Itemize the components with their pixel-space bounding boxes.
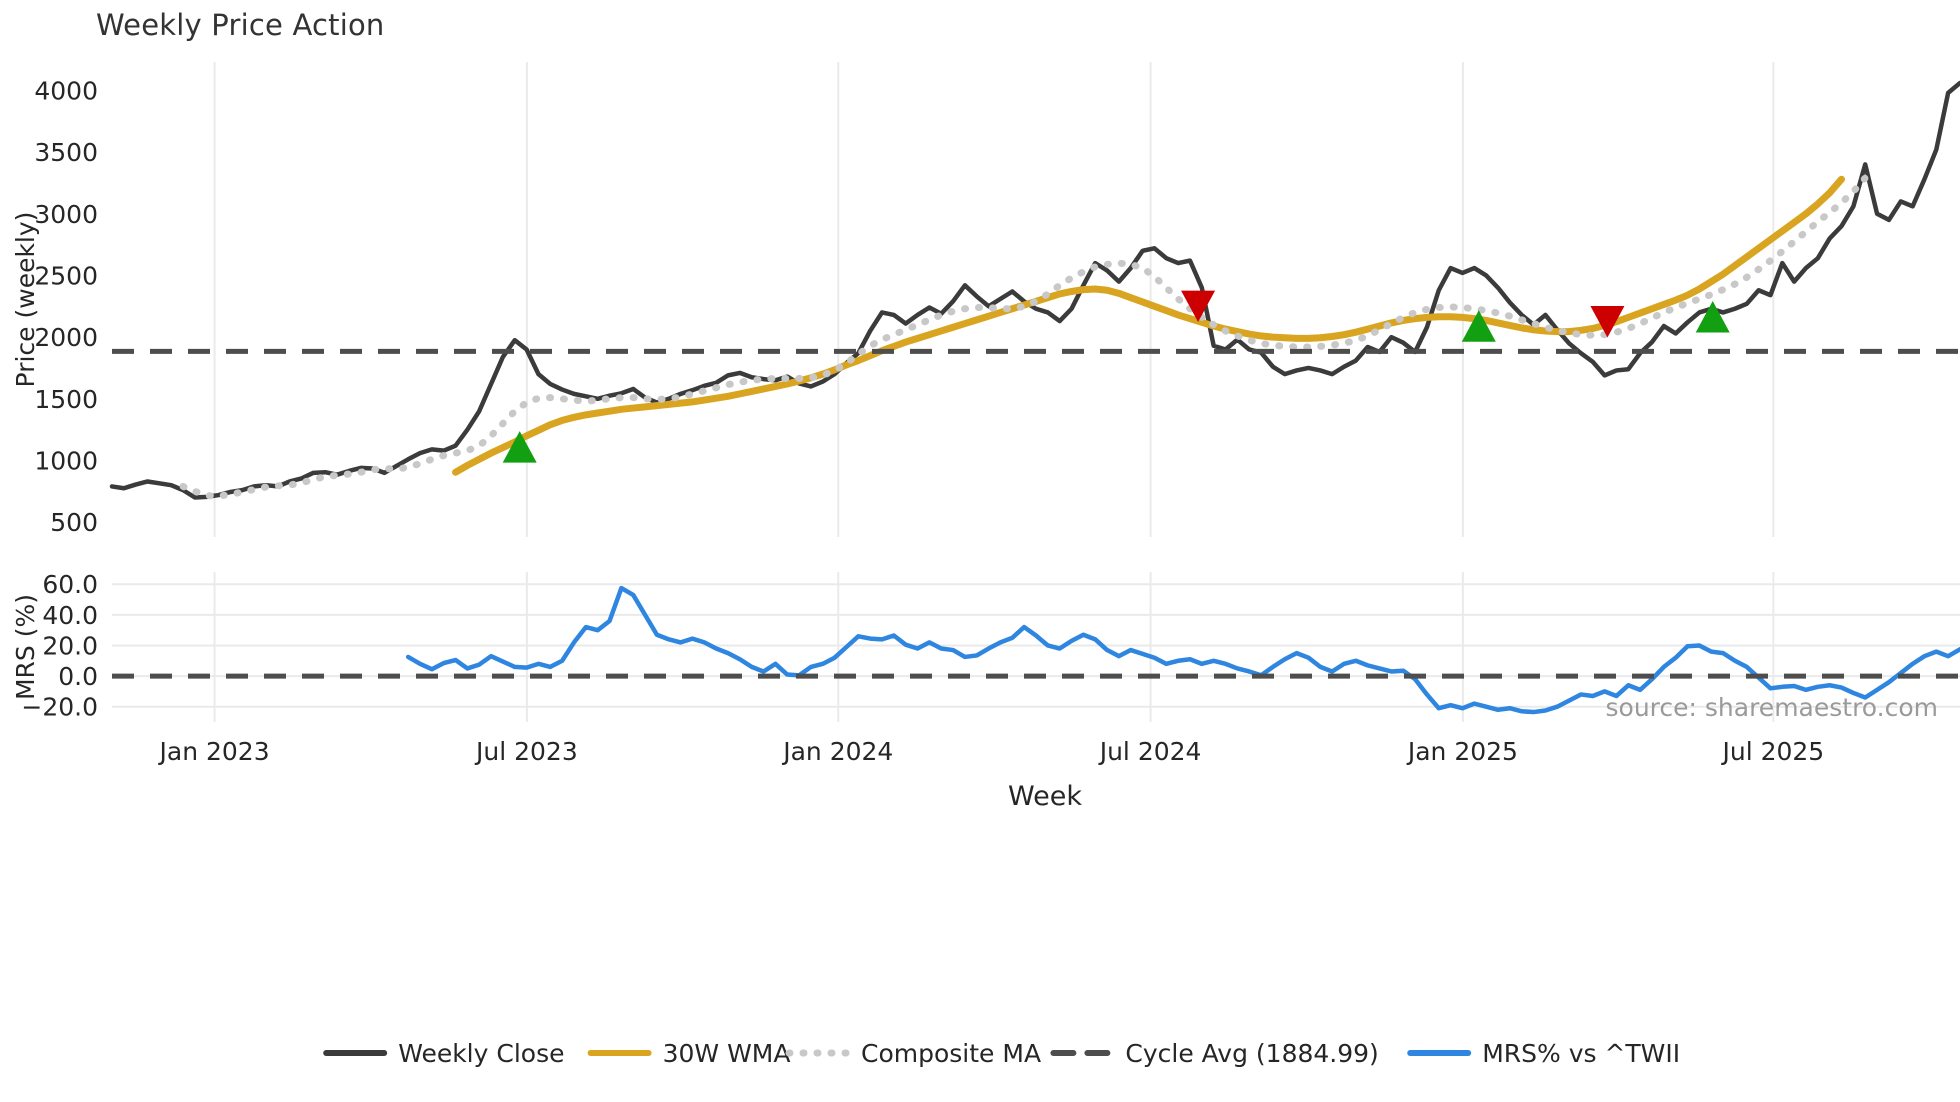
watermark-text: source: sharemaestro.com bbox=[1606, 693, 1939, 722]
xlabel: Week bbox=[1008, 781, 1082, 812]
legend-label[interactable]: Cycle Avg (1884.99) bbox=[1125, 1039, 1378, 1068]
xtick: Jul 2023 bbox=[474, 737, 578, 766]
sell-marker[interactable] bbox=[1181, 290, 1216, 323]
ytick-price: 2500 bbox=[34, 261, 98, 290]
legend-label[interactable]: Weekly Close bbox=[398, 1039, 564, 1068]
buy-marker[interactable] bbox=[502, 431, 537, 463]
axis-labels: 500 1000 1500 2000 2500 3000 3500 4000 −20.00.02… bbox=[11, 76, 1824, 812]
ylabel-price: Price (weekly) bbox=[11, 212, 40, 388]
xtick: Jul 2024 bbox=[1098, 737, 1202, 766]
signal-markers bbox=[502, 290, 1730, 463]
gridlines bbox=[112, 62, 1960, 722]
legend-label[interactable]: Composite MA bbox=[861, 1039, 1041, 1068]
buy-marker[interactable] bbox=[1461, 310, 1496, 342]
xtick: Jan 2023 bbox=[158, 737, 270, 766]
xtick: Jan 2024 bbox=[781, 737, 893, 766]
ytick-price: 500 bbox=[50, 508, 98, 537]
chart-legend[interactable]: Weekly Close 30W WMA Composite MA Cycle Avg… bbox=[323, 1039, 1680, 1068]
ytick-mrs: 40.0 bbox=[42, 601, 98, 630]
sell-marker[interactable] bbox=[1590, 306, 1625, 338]
ytick-price: 1500 bbox=[34, 385, 98, 414]
xtick: Jul 2025 bbox=[1720, 737, 1824, 766]
ytick-mrs: −20.0 bbox=[21, 693, 98, 722]
source-watermark: source: sharemaestro.com bbox=[1606, 693, 1939, 722]
mrs-panel-series bbox=[112, 585, 1960, 715]
ytick-mrs: 0.0 bbox=[58, 662, 98, 691]
price-panel-series bbox=[109, 80, 1960, 500]
ytick-price: 2000 bbox=[34, 323, 98, 352]
series-composite-ma bbox=[179, 174, 1869, 500]
page-title: Weekly Price Action bbox=[96, 8, 385, 42]
ytick-mrs: 60.0 bbox=[42, 570, 98, 599]
ylabel-mrs: MRS (%) bbox=[11, 594, 40, 700]
buy-marker[interactable] bbox=[1695, 301, 1730, 333]
ytick-price: 3500 bbox=[34, 138, 98, 167]
legend-label[interactable]: MRS% vs ^TWII bbox=[1482, 1039, 1680, 1068]
series-weekly-close bbox=[109, 80, 1960, 500]
ytick-mrs: 20.0 bbox=[42, 631, 98, 660]
xtick: Jan 2025 bbox=[1406, 737, 1518, 766]
ytick-price: 4000 bbox=[34, 76, 98, 105]
ytick-price: 1000 bbox=[34, 447, 98, 476]
series-mrs bbox=[405, 585, 1960, 715]
ytick-price: 3000 bbox=[34, 200, 98, 229]
legend-label[interactable]: 30W WMA bbox=[663, 1039, 791, 1068]
